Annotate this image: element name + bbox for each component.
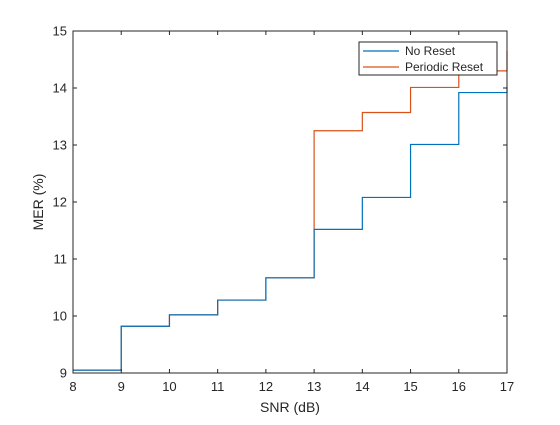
legend-label: No Reset (405, 44, 456, 58)
x-ticks: 8 9 10 11 12 13 14 15 16 17 (69, 31, 514, 394)
y-tick-label: 11 (54, 252, 68, 267)
legend-label: Periodic Reset (405, 60, 484, 74)
y-tick-label: 15 (53, 24, 67, 39)
x-tick-label: 14 (355, 379, 369, 394)
y-tick-label: 10 (53, 309, 67, 324)
x-tick-label: 17 (500, 379, 514, 394)
plot-background (73, 31, 507, 373)
y-ticks: 9 10 11 12 13 14 15 (53, 24, 507, 381)
y-tick-label: 13 (53, 138, 67, 153)
x-tick-label: 11 (211, 379, 225, 394)
legend: No Reset Periodic Reset (358, 41, 498, 76)
x-tick-label: 12 (259, 379, 273, 394)
x-tick-label: 10 (162, 379, 176, 394)
series-layer (73, 50, 508, 371)
series-line-no-reset (73, 86, 508, 371)
x-tick-label: 8 (69, 379, 76, 394)
y-tick-label: 14 (53, 81, 67, 96)
legend-box (358, 41, 498, 76)
x-tick-label: 9 (118, 379, 125, 394)
y-tick-label: 12 (53, 195, 67, 210)
y-axis-label: MER (%) (30, 174, 46, 231)
y-tick-label: 9 (60, 366, 67, 381)
x-tick-label: 13 (307, 379, 321, 394)
x-tick-label: 15 (403, 379, 417, 394)
x-axis-label: SNR (dB) (260, 399, 320, 415)
x-tick-label: 16 (452, 379, 466, 394)
